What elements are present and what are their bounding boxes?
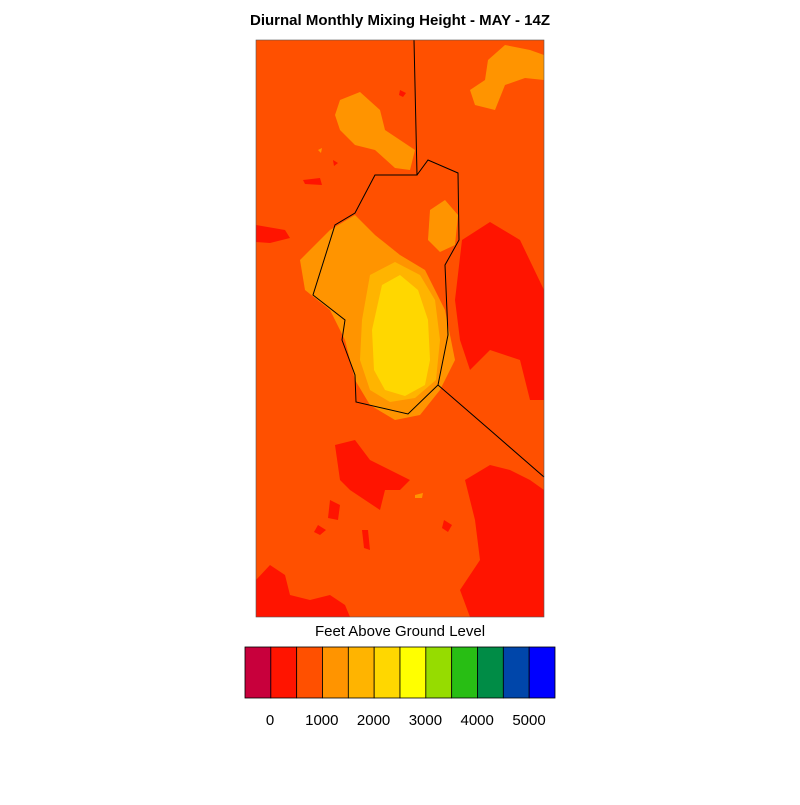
colorbar-tick-label: 4000 — [461, 712, 494, 729]
colorbar-label: Feet Above Ground Level — [315, 623, 485, 640]
colorbar-box — [399, 646, 427, 699]
colorbar-box — [347, 646, 375, 699]
colorbar-box — [244, 646, 272, 699]
colorbar-tick-label: 0 — [266, 712, 274, 729]
colorbar-tick-label: 5000 — [512, 712, 545, 729]
colorbar-tick-label: 1000 — [305, 712, 338, 729]
colorbar-tick-label: 3000 — [409, 712, 442, 729]
colorbar-box — [322, 646, 349, 699]
peak-mixing-region — [372, 275, 430, 396]
colorbar-tick-label: 2000 — [357, 712, 390, 729]
boundaries — [312, 39, 545, 478]
colorbar-box — [477, 646, 504, 699]
plot-frame — [255, 39, 545, 618]
colorbar-box — [296, 646, 323, 699]
low-mixing-regions — [256, 90, 544, 617]
colorbar-box — [425, 646, 453, 699]
colorbar-box — [373, 646, 401, 699]
colorbar-box — [502, 646, 530, 699]
map-title: Diurnal Monthly Mixing Height - MAY - 14… — [250, 12, 550, 29]
contour-map — [255, 39, 545, 618]
colorbar-box — [528, 646, 556, 699]
colorbar-box — [451, 646, 478, 699]
colorbar: 0 1000 2000 3000 4000 5000 — [244, 646, 556, 729]
colorbar-box — [270, 646, 298, 699]
